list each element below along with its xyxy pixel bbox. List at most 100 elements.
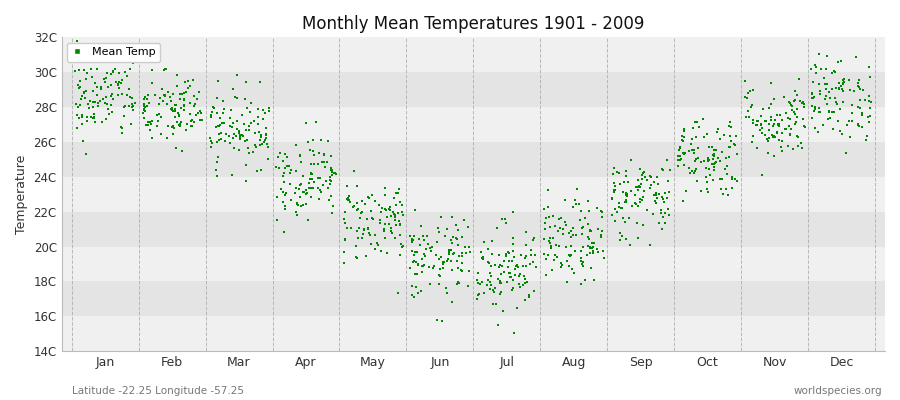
Point (126, 60, 140, 66)
Point (338, 235, 352, 242)
Point (610, 169, 625, 175)
Point (545, 235, 560, 242)
Point (205, 140, 220, 146)
Point (636, 170, 651, 176)
Point (616, 178, 631, 185)
Point (235, 112, 249, 119)
Point (254, 167, 268, 173)
Point (450, 281, 464, 288)
Point (70, 82, 85, 88)
Point (160, 101, 175, 108)
Point (796, 116, 810, 123)
Point (394, 241, 409, 247)
Point (493, 280, 508, 287)
Point (75, 113, 89, 120)
Point (232, 130, 247, 136)
Point (386, 211, 400, 217)
Point (720, 192, 734, 198)
Point (524, 246, 538, 253)
Point (304, 176, 319, 182)
Point (562, 230, 576, 236)
Point (580, 220, 595, 227)
Point (494, 271, 508, 278)
Point (284, 197, 298, 203)
Point (79, 151, 94, 157)
Point (163, 98, 177, 104)
Point (805, 66, 819, 72)
Point (126, 103, 140, 109)
Point (508, 263, 523, 269)
Point (137, 101, 151, 107)
Point (813, 81, 827, 87)
Point (235, 132, 249, 138)
Point (433, 273, 447, 280)
Point (608, 183, 623, 190)
Point (595, 228, 609, 234)
Point (316, 181, 330, 188)
Point (788, 111, 802, 117)
Point (851, 76, 866, 83)
Point (720, 171, 734, 177)
Point (819, 66, 833, 72)
Point (687, 170, 701, 176)
Point (279, 163, 293, 170)
Point (637, 168, 652, 175)
Point (505, 258, 519, 264)
Point (537, 220, 552, 226)
Point (808, 104, 823, 110)
Point (813, 91, 827, 97)
Point (116, 42, 130, 48)
Bar (62, 37, 885, 72)
Point (508, 272, 522, 279)
Point (278, 206, 293, 212)
Point (552, 215, 566, 222)
Point (673, 144, 688, 150)
Point (84, 66, 98, 72)
Point (392, 252, 407, 258)
Point (415, 262, 429, 269)
Point (724, 138, 738, 144)
Point (137, 96, 151, 102)
Point (392, 221, 407, 227)
Point (634, 172, 649, 178)
Point (165, 124, 179, 130)
Point (77, 90, 92, 96)
Point (510, 264, 525, 270)
Point (692, 124, 706, 130)
Point (708, 159, 723, 166)
Point (716, 190, 730, 197)
Point (206, 104, 220, 110)
Point (491, 322, 505, 328)
Point (725, 184, 740, 191)
Point (454, 267, 468, 273)
Point (218, 137, 232, 144)
Point (829, 99, 843, 106)
Point (832, 85, 847, 92)
Point (789, 133, 804, 139)
Point (69, 100, 84, 107)
Point (388, 214, 402, 220)
Point (555, 262, 570, 268)
Point (706, 156, 720, 162)
Point (783, 102, 797, 109)
Point (277, 170, 292, 176)
Point (436, 259, 450, 265)
Point (688, 147, 702, 153)
Point (388, 235, 402, 241)
Point (755, 125, 770, 131)
Point (343, 199, 357, 206)
Point (580, 198, 595, 204)
Point (137, 106, 151, 112)
Point (813, 109, 827, 116)
Point (576, 224, 590, 230)
Point (256, 139, 271, 145)
Point (562, 252, 576, 258)
Point (273, 150, 287, 156)
Point (350, 255, 365, 262)
Point (541, 252, 555, 258)
Point (165, 107, 179, 113)
Point (224, 107, 238, 113)
Point (745, 132, 760, 139)
Point (688, 166, 703, 173)
Point (489, 301, 503, 308)
